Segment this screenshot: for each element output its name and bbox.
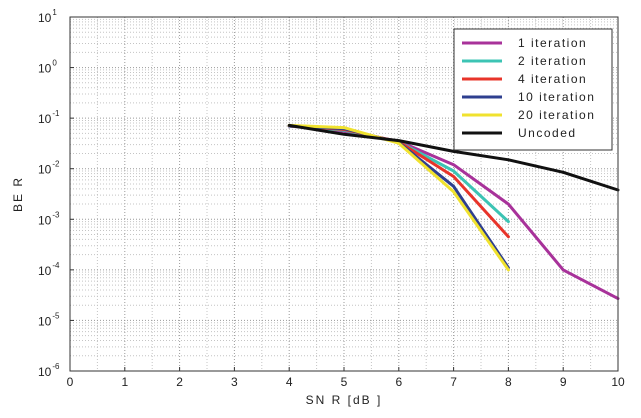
- y-tick-label: 10-6: [38, 362, 60, 379]
- x-tick-label: 4: [286, 375, 293, 389]
- x-tick-label: 5: [341, 375, 348, 389]
- y-tick-label: 10-1: [38, 109, 60, 126]
- x-tick-label: 9: [560, 375, 567, 389]
- x-tick-label: 1: [121, 375, 128, 389]
- x-tick-labels: 0 1 2 3 4 5 6 7 8 9 10: [67, 367, 625, 389]
- x-tick-label: 2: [176, 375, 183, 389]
- legend-label: Uncoded: [518, 126, 577, 140]
- legend-label: 4 iteration: [518, 72, 587, 86]
- series-layer: [287, 123, 620, 301]
- y-axis-label: BE R: [11, 176, 25, 212]
- y-tick-label: 101: [38, 8, 57, 25]
- x-tick-label: 3: [231, 375, 238, 389]
- legend-label: 2 iteration: [518, 54, 587, 68]
- y-tick-label: 10-3: [38, 210, 60, 227]
- legend-label: 10 iteration: [518, 90, 595, 104]
- y-tick-label: 10-5: [38, 311, 60, 328]
- x-axis-label: SN R [dB ]: [306, 393, 383, 407]
- y-tick-label: 10-4: [38, 261, 60, 278]
- x-tick-label: 0: [67, 375, 74, 389]
- legend-label: 1 iteration: [518, 36, 587, 50]
- y-tick-labels: 101 100 10-1 10-2 10-3 10-4 10-5 10-6: [38, 8, 74, 379]
- x-tick-label: 6: [395, 375, 402, 389]
- y-tick-label: 10-2: [38, 160, 60, 177]
- series-line: [287, 123, 510, 272]
- legend-label: 20 iteration: [518, 108, 595, 122]
- legend-box: [453, 28, 613, 151]
- x-tick-label: 8: [505, 375, 512, 389]
- x-tick-label: 10: [611, 375, 625, 389]
- y-tick-label: 100: [38, 59, 57, 76]
- legend: 1 iteration 2 iteration 4 iteration 10 iter…: [453, 28, 613, 151]
- x-tick-label: 7: [450, 375, 457, 389]
- series-line: [287, 123, 620, 192]
